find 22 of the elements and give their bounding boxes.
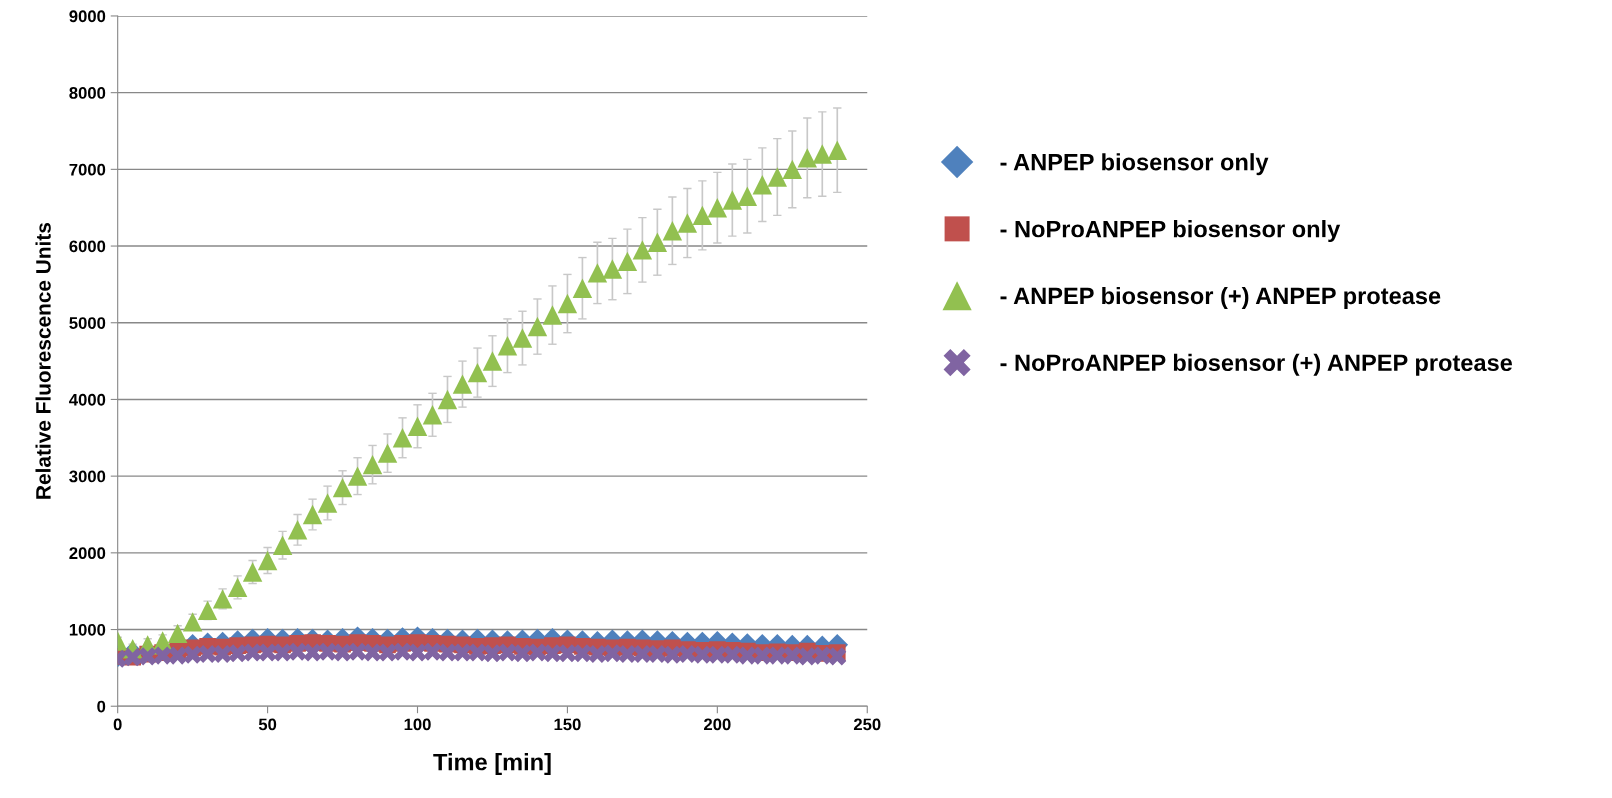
x-axis-title: Time [min]: [433, 753, 551, 776]
legend-label: - NoProANPEP biosensor only: [1000, 220, 1341, 243]
x-tick-label: 250: [853, 718, 881, 731]
legend-label: - ANPEP biosensor (+) ANPEP protease: [1000, 286, 1441, 309]
legend-label: - NoProANPEP biosensor (+) ANPEP protease: [1000, 353, 1513, 376]
y-tick-label: 0: [97, 700, 106, 713]
y-axis-title: Relative Fluorescence Units: [35, 223, 51, 499]
y-tick-label: 1000: [69, 623, 106, 636]
x-tick-label: 150: [554, 718, 581, 731]
y-tick-label: 6000: [69, 240, 106, 253]
y-tick-label: 2000: [69, 547, 106, 560]
legend-label: - ANPEP biosensor only: [1000, 153, 1269, 176]
x-tick-label: 50: [258, 718, 277, 731]
y-tick-label: 8000: [69, 87, 106, 99]
y-tick-label: 9000: [69, 10, 106, 23]
y-tick-label: 5000: [69, 317, 106, 329]
y-tick-label: 4000: [69, 393, 106, 406]
y-tick-label: 3000: [69, 470, 106, 483]
y-tick-label: 7000: [69, 163, 106, 176]
x-tick-label: 100: [404, 718, 431, 731]
x-tick-label: 0: [113, 718, 122, 731]
x-tick-label: 200: [704, 718, 731, 731]
